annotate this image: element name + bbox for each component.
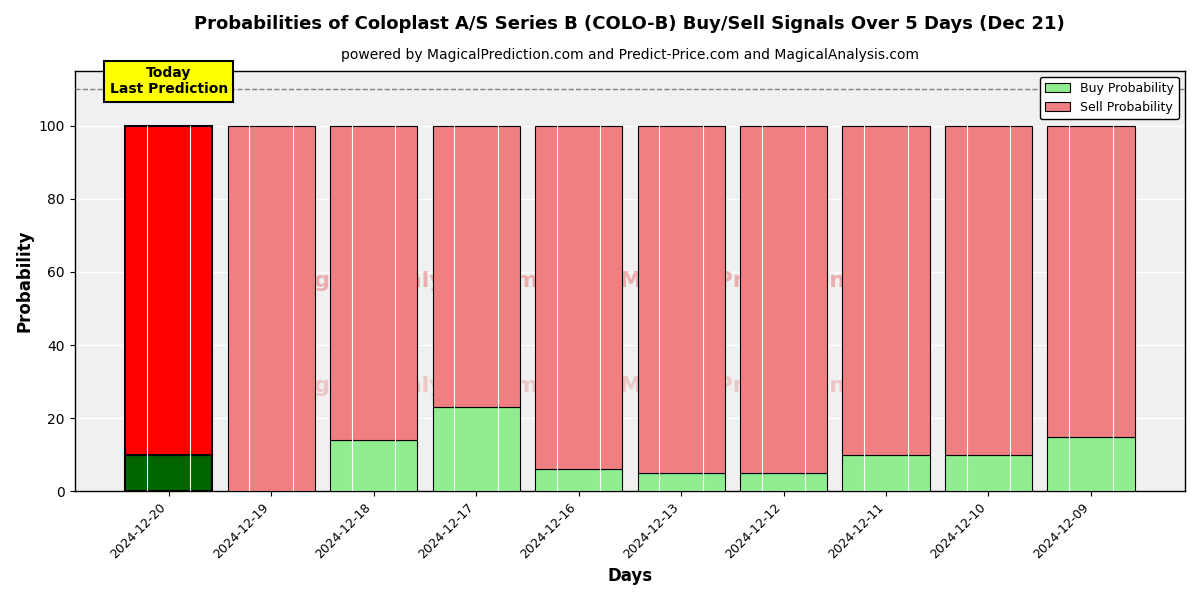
Bar [330,440,418,491]
Bar [740,473,827,491]
Legend: Buy Probability, Sell Probability: Buy Probability, Sell Probability [1040,77,1178,119]
Bar [637,473,725,491]
Bar [535,469,622,491]
Bar [228,125,314,491]
Bar [330,125,418,440]
Text: Today
Last Prediction: Today Last Prediction [109,66,228,96]
X-axis label: Days: Days [607,567,653,585]
Text: MagicalPrediction.com: MagicalPrediction.com [620,376,906,396]
Bar [535,125,622,469]
Y-axis label: Probability: Probability [16,230,34,332]
Bar [944,125,1032,455]
Bar [740,125,827,473]
Title: Probabilities of Coloplast A/S Series B (COLO-B) Buy/Sell Signals Over 5 Days (D: Probabilities of Coloplast A/S Series B … [194,15,1066,33]
Bar [842,455,930,491]
Bar [432,407,520,491]
Text: MagicalPrediction.com: MagicalPrediction.com [620,271,906,291]
Bar [842,125,930,455]
Bar [637,125,725,473]
Bar [125,455,212,491]
Bar [432,125,520,407]
Bar [1048,437,1134,491]
Bar [944,455,1032,491]
Text: powered by MagicalPrediction.com and Predict-Price.com and MagicalAnalysis.com: powered by MagicalPrediction.com and Pre… [341,48,919,62]
Bar [1048,125,1134,437]
Text: MagicalAnalysis.com: MagicalAnalysis.com [277,271,539,291]
Text: MagicalAnalysis.com: MagicalAnalysis.com [277,376,539,396]
Bar [125,125,212,455]
